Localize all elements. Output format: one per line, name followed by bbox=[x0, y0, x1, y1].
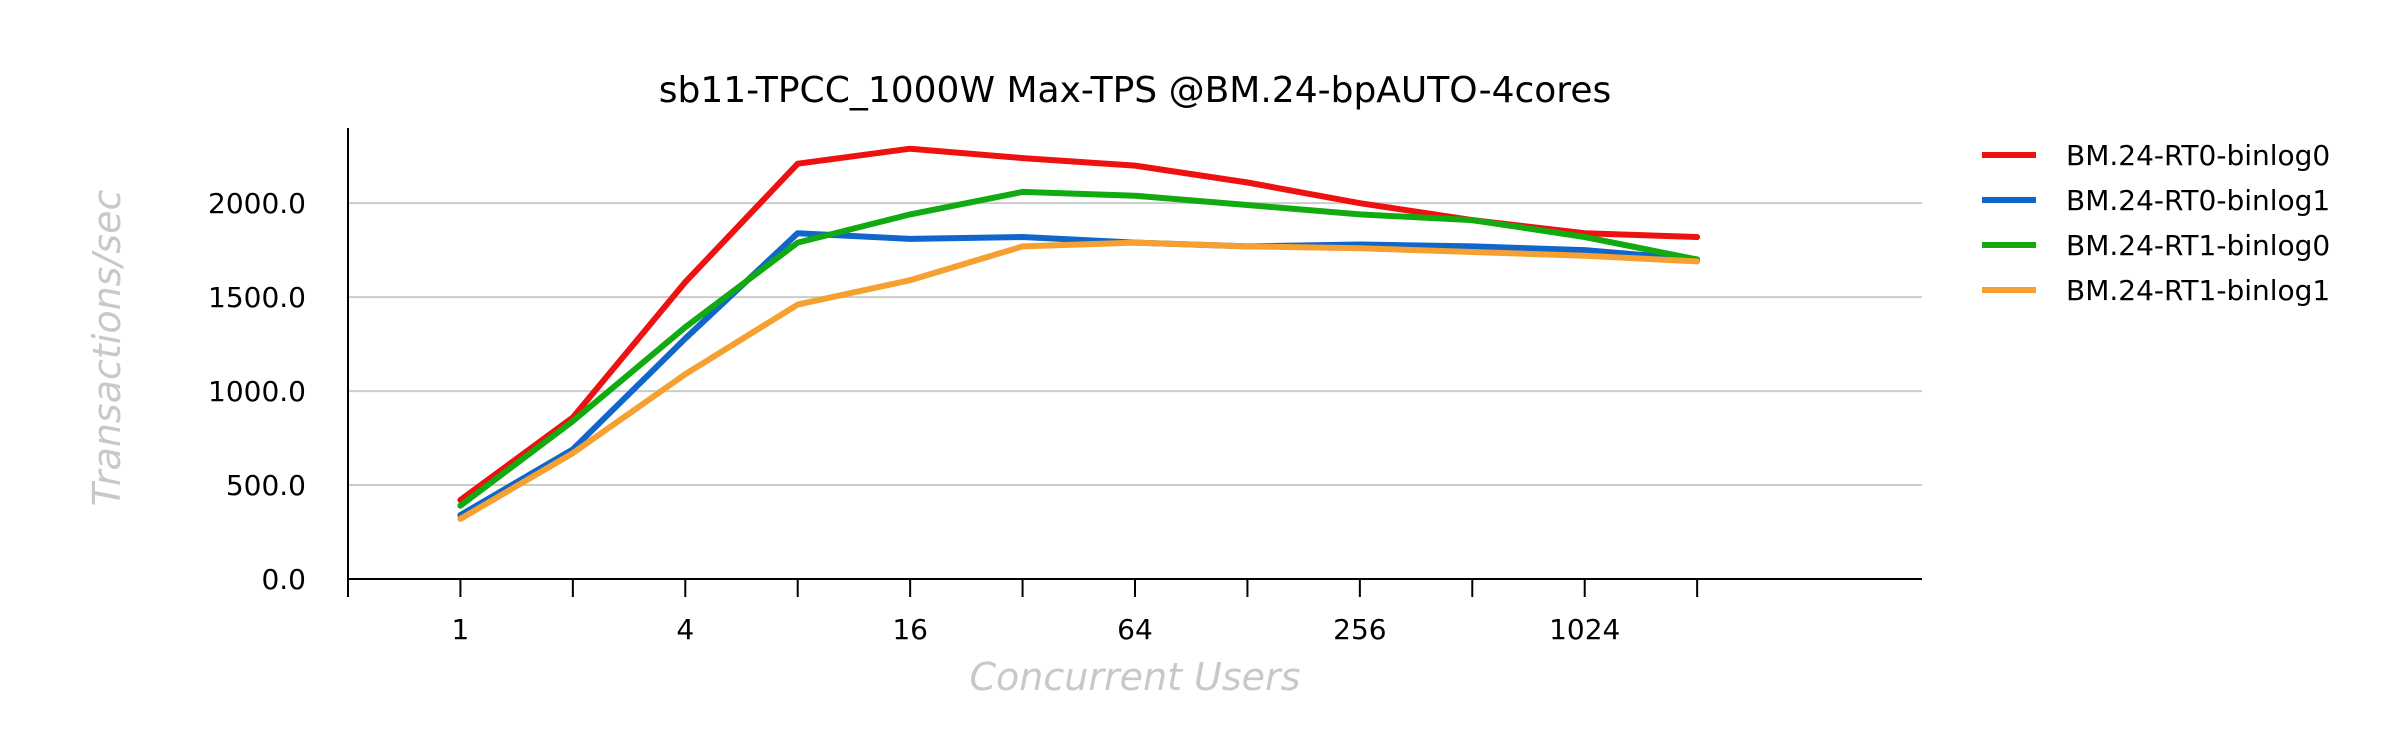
y-tick-label: 500.0 bbox=[226, 469, 306, 502]
legend-label-4: BM.24-RT1-binlog1 bbox=[2066, 274, 2330, 307]
series-lines bbox=[457, 145, 1701, 522]
y-axis-title: Transactions/sec bbox=[85, 190, 129, 507]
x-tick-label: 16 bbox=[892, 613, 928, 646]
series-line-3 bbox=[457, 188, 1701, 509]
y-tick-label: 1000.0 bbox=[208, 375, 306, 408]
series-line-4 bbox=[457, 239, 1701, 522]
x-tick-label: 1024 bbox=[1549, 613, 1620, 646]
x-tick-label: 64 bbox=[1117, 613, 1153, 646]
legend-label-3: BM.24-RT1-binlog0 bbox=[2066, 229, 2330, 262]
y-tick-label: 0.0 bbox=[261, 563, 306, 596]
chart-title: sb11-TPCC_1000W Max-TPS @BM.24-bpAUTO-4c… bbox=[659, 70, 1611, 111]
legend-label-2: BM.24-RT0-binlog1 bbox=[2066, 184, 2330, 217]
x-tick-label: 1 bbox=[452, 613, 470, 646]
legend-label-1: BM.24-RT0-binlog0 bbox=[2066, 139, 2330, 172]
x-axis-ticks: 1 4 16 64 256 1024 bbox=[347, 579, 1699, 646]
legend[interactable]: BM.24-RT0-binlog0 BM.24-RT0-binlog1 BM.24-… bbox=[1982, 139, 2330, 307]
y-tick-label: 2000.0 bbox=[208, 187, 306, 220]
y-tick-label: 1500.0 bbox=[208, 281, 306, 314]
x-tick-label: 4 bbox=[676, 613, 694, 646]
x-axis-title: Concurrent Users bbox=[970, 655, 1301, 699]
series-line-1 bbox=[457, 145, 1701, 504]
series-line-2 bbox=[457, 230, 1701, 519]
x-tick-label: 256 bbox=[1333, 613, 1386, 646]
y-axis-ticks: 0.0 500.0 1000.0 1500.0 2000.0 bbox=[208, 187, 306, 596]
